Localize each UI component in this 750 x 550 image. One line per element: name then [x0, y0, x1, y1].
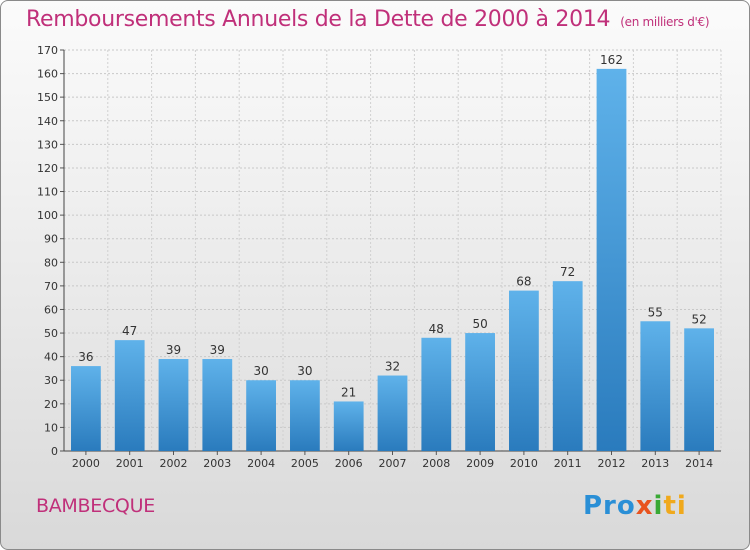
ytick-label-120: 120 — [37, 162, 58, 175]
data-label-2004: 30 — [253, 364, 268, 378]
data-label-2006: 21 — [341, 385, 356, 399]
bar-2013 — [640, 321, 671, 451]
xtick-label-2013: 2013 — [641, 457, 669, 470]
bar-2014 — [684, 328, 714, 451]
ytick-label-60: 60 — [44, 303, 58, 316]
data-label-2012: 162 — [600, 53, 623, 67]
ytick-label-170: 170 — [37, 44, 58, 57]
bar-2010 — [509, 290, 539, 451]
ytick-label-130: 130 — [37, 138, 58, 151]
data-label-2003: 39 — [210, 343, 225, 357]
xtick-label-2004: 2004 — [247, 457, 275, 470]
data-label-2005: 30 — [297, 364, 312, 378]
ytick-label-70: 70 — [44, 280, 58, 293]
data-label-2007: 32 — [385, 360, 400, 374]
ytick-label-150: 150 — [37, 91, 58, 104]
bar-2008 — [421, 337, 452, 451]
chart-unit: (en milliers d'€) — [620, 15, 710, 29]
logo-part-1: Pro — [583, 491, 636, 521]
bar-2005 — [290, 380, 320, 451]
data-label-2002: 39 — [166, 343, 181, 357]
ytick-label-110: 110 — [37, 186, 58, 199]
data-label-2000: 36 — [78, 350, 93, 364]
logo-part-2: x — [635, 491, 654, 521]
bar-2007 — [377, 375, 408, 451]
data-label-2013: 55 — [648, 305, 663, 319]
ytick-label-50: 50 — [44, 327, 58, 340]
data-label-2011: 72 — [560, 265, 575, 279]
data-label-2014: 52 — [691, 312, 706, 326]
ytick-label-90: 90 — [44, 233, 58, 246]
xtick-label-2009: 2009 — [466, 457, 494, 470]
bars — [71, 68, 714, 451]
data-label-2009: 50 — [472, 317, 487, 331]
ytick-label-10: 10 — [44, 421, 58, 434]
proxiti-logo: Proxiti — [583, 491, 687, 521]
bar-2003 — [202, 359, 233, 451]
xtick-label-2012: 2012 — [598, 457, 626, 470]
xtick-label-2007: 2007 — [379, 457, 407, 470]
ytick-label-160: 160 — [37, 68, 58, 81]
xtick-label-2008: 2008 — [422, 457, 450, 470]
logo-part-3: i — [653, 491, 664, 521]
xtick-label-2010: 2010 — [510, 457, 538, 470]
data-label-2010: 68 — [516, 275, 531, 289]
ytick-label-30: 30 — [44, 374, 58, 387]
xtick-label-2001: 2001 — [116, 457, 144, 470]
ytick-label-140: 140 — [37, 115, 58, 128]
bar-2006 — [333, 401, 364, 451]
chart-title-text: Remboursements Annuels de la Dette de 20… — [26, 7, 611, 32]
data-label-2001: 47 — [122, 324, 137, 338]
xtick-label-2000: 2000 — [72, 457, 100, 470]
ytick-label-20: 20 — [44, 398, 58, 411]
xtick-label-2006: 2006 — [335, 457, 363, 470]
xtick-label-2003: 2003 — [203, 457, 231, 470]
xtick-label-2005: 2005 — [291, 457, 319, 470]
bar-2012 — [596, 68, 627, 451]
bar-2000 — [71, 366, 101, 451]
data-label-2008: 48 — [429, 322, 444, 336]
ytick-label-100: 100 — [37, 209, 58, 222]
commune-name: BAMBECQUE — [36, 495, 155, 517]
ytick-label-40: 40 — [44, 351, 58, 364]
chart-title: Remboursements Annuels de la Dette de 20… — [26, 7, 710, 32]
bar-2001 — [114, 340, 145, 451]
xtick-label-2002: 2002 — [160, 457, 188, 470]
bar-2009 — [465, 333, 495, 451]
xtick-label-2014: 2014 — [685, 457, 713, 470]
ytick-label-0: 0 — [51, 445, 58, 458]
logo-part-4: ti — [663, 491, 687, 521]
ytick-label-80: 80 — [44, 256, 58, 269]
bar-2002 — [158, 359, 189, 451]
bar-2011 — [552, 281, 583, 451]
labels: 0 10 20 30 40 50 60 70 80 90 100 110 120 130 140 150 160… — [37, 44, 713, 470]
bar-2004 — [246, 380, 276, 451]
xtick-label-2011: 2011 — [554, 457, 582, 470]
